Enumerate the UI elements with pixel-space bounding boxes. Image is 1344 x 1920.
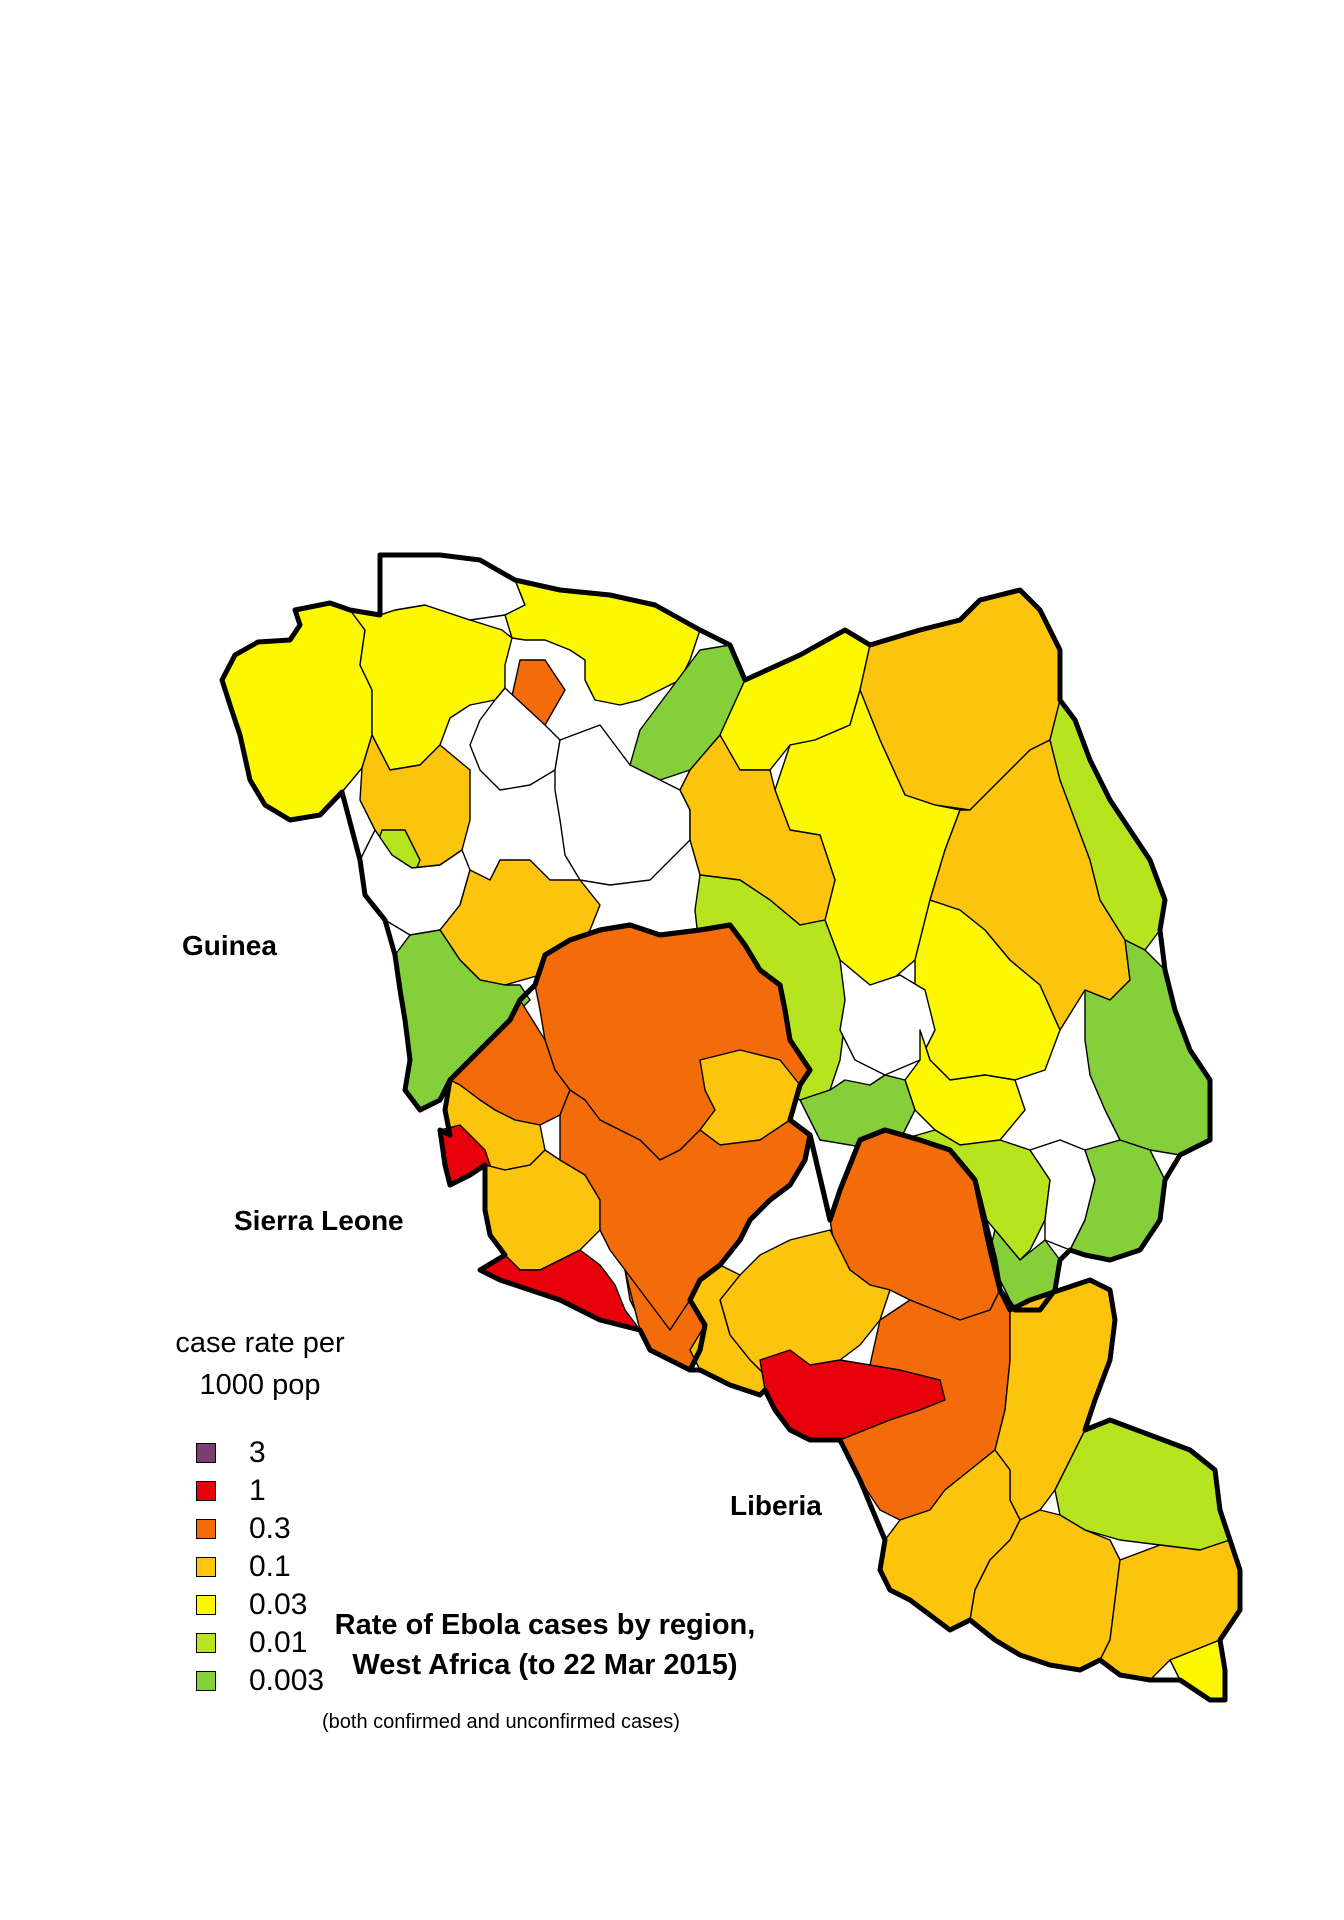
legend-label: 0.1 [249,1550,291,1583]
region-guinea-central-none2 [554,724,691,886]
legend-title-line1: case rate per [175,1327,345,1359]
legend-swatch [196,1671,216,1691]
legend-swatch [196,1633,216,1653]
legend-item: 0.01 [196,1626,308,1659]
legend-title-line2: 1000 pop [199,1369,321,1401]
legend-label: 0.003 [249,1664,325,1697]
legend-title: case rate per 1000 pop [160,1322,360,1406]
country-label-liberia: Liberia [730,1490,822,1521]
map-title: Rate of Ebola cases by region, West Afri… [310,1605,780,1685]
legend-swatch [196,1519,216,1539]
sierra-leone-regions [439,924,811,1371]
country-borders [219,552,1243,1703]
liberia-border [687,1127,1243,1703]
legend-item: 0.003 [196,1664,325,1697]
legend-label: 0.03 [249,1588,308,1621]
legend-label: 3 [249,1436,266,1469]
region-guinea-coastal-west [221,602,373,821]
legend-label: 0.3 [249,1512,291,1545]
legend-item: 0.3 [196,1512,291,1545]
map-title-line2: West Africa (to 22 Mar 2015) [352,1649,738,1681]
legend-item: 0.03 [196,1588,308,1621]
legend-swatch [196,1481,216,1501]
legend-swatch [196,1443,216,1463]
country-label-sierra-leone: Sierra Leone [234,1205,404,1236]
country-label-guinea: Guinea [182,930,277,961]
legend-swatch [196,1557,216,1577]
legend-swatch [196,1595,216,1615]
legend-item: 1 [196,1474,266,1507]
legend-label: 1 [249,1474,266,1507]
legend-item: 3 [196,1436,266,1469]
legend-label: 0.01 [249,1626,308,1659]
map-title-line1: Rate of Ebola cases by region, [334,1609,756,1641]
liberia-regions [689,1129,1241,1701]
guinea-regions [221,554,1211,1311]
legend-item: 0.1 [196,1550,291,1583]
map-subtitle: (both confirmed and unconfirmed cases) [322,1711,680,1733]
region-sl-southwest-red [479,1249,641,1331]
region-guinea-central-none1 [469,687,561,791]
